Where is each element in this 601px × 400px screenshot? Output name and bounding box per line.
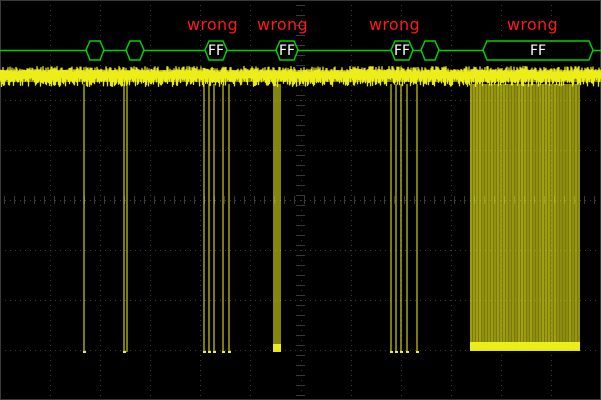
error-annotation: wrong (507, 15, 558, 34)
signal-high-level (0, 70, 601, 82)
decoded-packet-label (126, 41, 144, 61)
signal-burst (273, 84, 281, 350)
decoded-packet-label: FF (529, 43, 547, 59)
signal-burst-floor (470, 342, 580, 351)
decoded-packet-box (85, 40, 105, 61)
signal-trace (0, 65, 601, 353)
decoded-packet-box (390, 40, 414, 61)
decoded-packet-box (275, 40, 299, 61)
decoded-packet-label: FF (393, 43, 411, 59)
signal-burst-floor (273, 344, 281, 352)
decoded-packet-box (482, 40, 594, 61)
error-annotation: wrong (257, 15, 308, 34)
decoded-packet-label: FF (278, 43, 296, 59)
decoded-packet-label: FF (207, 43, 225, 59)
decoded-packet-box (420, 40, 440, 61)
decoded-packet-box (204, 40, 228, 61)
decoded-packet-box (125, 40, 145, 61)
error-annotation: wrong (369, 15, 420, 34)
error-annotation: wrong (187, 15, 238, 34)
decoded-packet-label (421, 41, 439, 61)
decode-bus (0, 40, 601, 61)
decoded-packet-label (86, 41, 104, 61)
